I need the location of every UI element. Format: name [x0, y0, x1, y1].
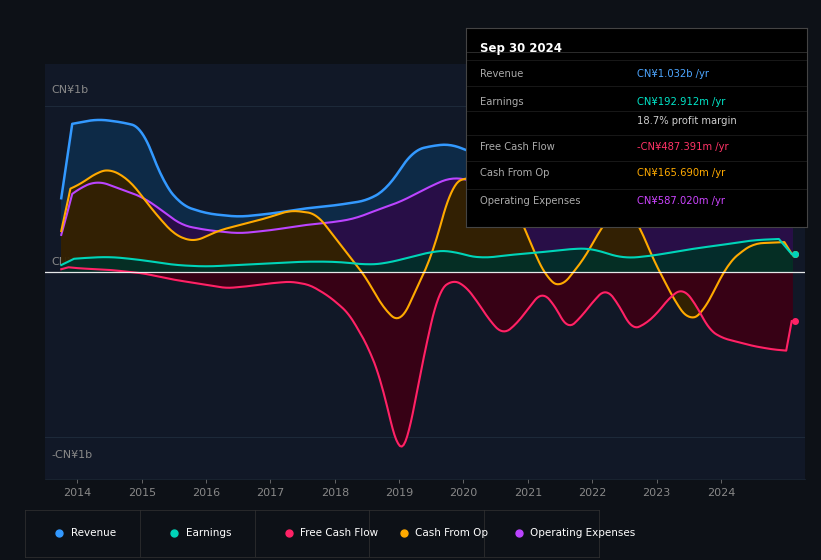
Text: Revenue: Revenue: [71, 529, 116, 538]
Text: Earnings: Earnings: [186, 529, 231, 538]
Text: Operating Expenses: Operating Expenses: [480, 196, 580, 206]
Text: Cash From Op: Cash From Op: [415, 529, 488, 538]
Text: Sep 30 2024: Sep 30 2024: [480, 42, 562, 55]
Text: CN¥0: CN¥0: [51, 258, 81, 268]
Text: Operating Expenses: Operating Expenses: [530, 529, 635, 538]
Text: Earnings: Earnings: [480, 96, 524, 106]
Text: CN¥165.690m /yr: CN¥165.690m /yr: [637, 168, 725, 178]
Text: Free Cash Flow: Free Cash Flow: [300, 529, 378, 538]
Text: CN¥1b: CN¥1b: [51, 86, 89, 95]
Text: CN¥587.020m /yr: CN¥587.020m /yr: [637, 196, 725, 206]
Text: Cash From Op: Cash From Op: [480, 168, 549, 178]
Text: -CN¥487.391m /yr: -CN¥487.391m /yr: [637, 142, 728, 152]
Text: CN¥1.032b /yr: CN¥1.032b /yr: [637, 69, 709, 79]
Text: Revenue: Revenue: [480, 69, 523, 79]
Text: -CN¥1b: -CN¥1b: [51, 450, 92, 460]
Text: Free Cash Flow: Free Cash Flow: [480, 142, 555, 152]
Text: CN¥192.912m /yr: CN¥192.912m /yr: [637, 96, 725, 106]
Text: 18.7% profit margin: 18.7% profit margin: [637, 116, 736, 127]
